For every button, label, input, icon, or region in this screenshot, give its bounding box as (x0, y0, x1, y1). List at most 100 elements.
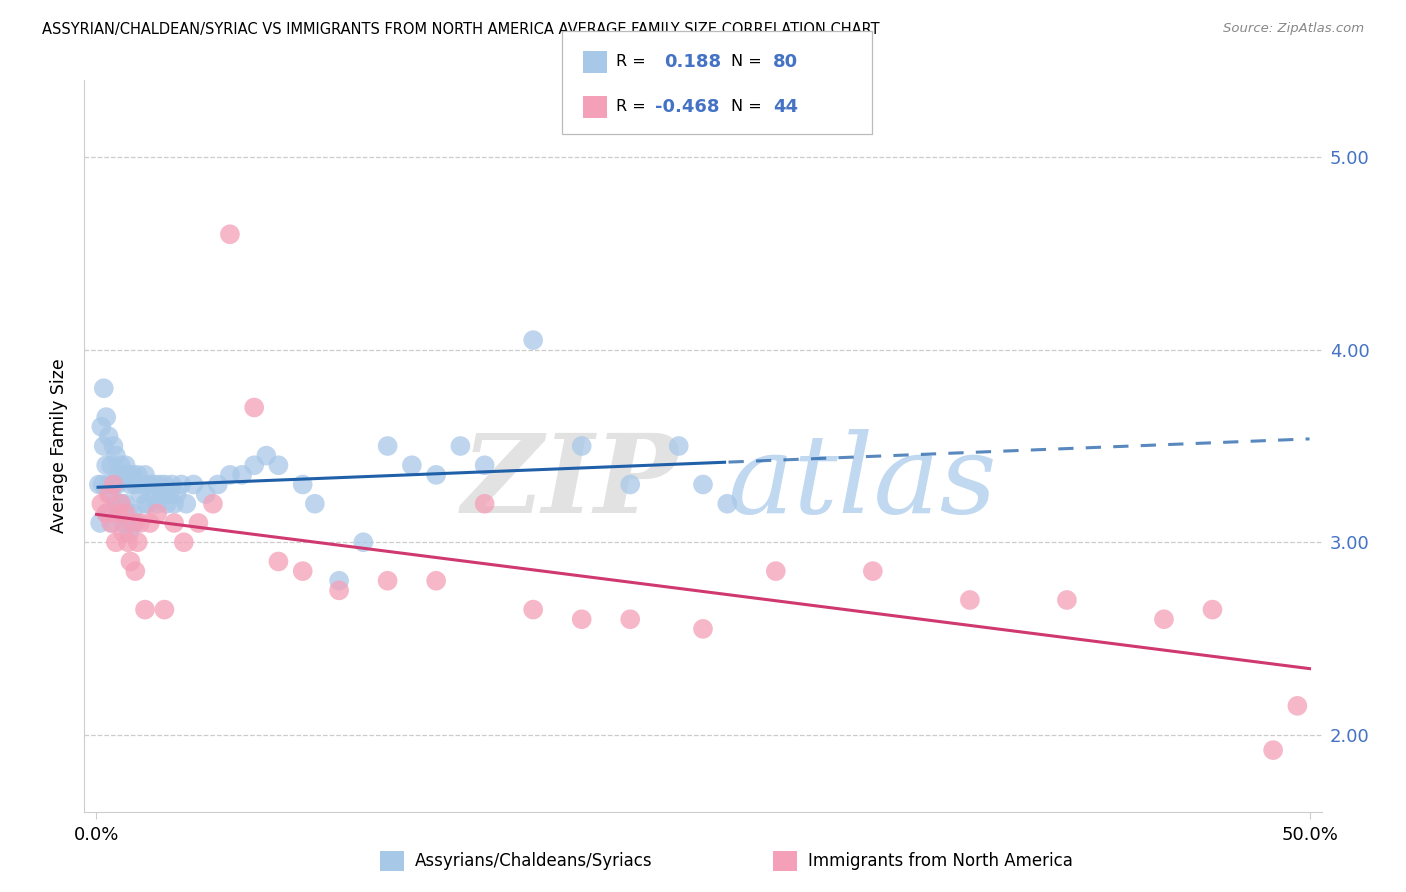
Point (110, 497, 132, 511)
Point (114, 497, 136, 511)
Point (170, 477, 193, 491)
Point (668, 439, 690, 453)
Point (163, 516, 186, 530)
Point (93, 381, 115, 395)
Point (1056, 593, 1078, 607)
Point (127, 535, 149, 549)
Point (97, 477, 120, 491)
Point (425, 467, 447, 482)
Point (96, 507, 118, 521)
Point (114, 507, 136, 521)
Point (1286, 698, 1309, 713)
Text: ASSYRIAN/CHALDEAN/SYRIAC VS IMMIGRANTS FROM NORTH AMERICA AVERAGE FAMILY SIZE CO: ASSYRIAN/CHALDEAN/SYRIAC VS IMMIGRANTS F… (42, 22, 880, 37)
Text: ZIP: ZIP (461, 429, 678, 536)
Point (120, 477, 142, 491)
Point (163, 497, 186, 511)
Point (352, 535, 374, 549)
Point (143, 477, 166, 491)
Point (1153, 612, 1175, 626)
Point (377, 439, 399, 453)
Point (146, 497, 169, 511)
Point (141, 487, 163, 501)
Point (474, 497, 496, 511)
Point (959, 593, 981, 607)
Point (90, 419, 112, 434)
Point (571, 439, 593, 453)
Text: 0.188: 0.188 (664, 53, 721, 70)
Point (117, 507, 139, 521)
Point (112, 467, 135, 482)
Point (474, 458, 496, 473)
Point (183, 477, 205, 491)
Point (114, 458, 136, 473)
Point (267, 458, 290, 473)
Point (401, 458, 423, 473)
Point (122, 467, 145, 482)
Point (449, 439, 471, 453)
Point (207, 477, 229, 491)
Point (243, 401, 266, 415)
Point (100, 516, 122, 530)
Point (97, 429, 120, 443)
Point (254, 449, 277, 463)
Point (104, 535, 127, 549)
Point (90, 497, 112, 511)
Point (110, 458, 132, 473)
Text: R =: R = (616, 99, 645, 114)
Point (231, 467, 253, 482)
Point (148, 477, 170, 491)
Point (118, 525, 141, 540)
Point (127, 467, 149, 482)
Point (134, 467, 156, 482)
Point (96, 458, 118, 473)
Point (122, 507, 145, 521)
Point (377, 574, 399, 588)
Point (146, 507, 169, 521)
Point (522, 333, 544, 347)
Point (291, 477, 314, 491)
Point (112, 525, 135, 540)
Point (134, 602, 156, 616)
Point (120, 516, 142, 530)
Point (166, 487, 188, 501)
Point (91, 477, 114, 491)
Point (187, 516, 209, 530)
Point (692, 622, 714, 636)
Point (129, 516, 152, 530)
Point (153, 602, 176, 616)
Point (153, 477, 176, 491)
Point (117, 467, 139, 482)
Point (104, 449, 127, 463)
Point (107, 507, 129, 521)
Point (174, 497, 197, 511)
Point (157, 487, 180, 501)
Point (619, 477, 641, 491)
Point (103, 477, 125, 491)
Point (124, 477, 146, 491)
Point (1261, 743, 1284, 757)
Text: -0.468: -0.468 (655, 98, 720, 116)
Point (219, 227, 242, 242)
Point (139, 516, 162, 530)
Point (107, 507, 129, 521)
Point (160, 477, 183, 491)
Text: 44: 44 (773, 98, 799, 116)
Point (765, 564, 787, 578)
Point (96, 507, 118, 521)
Point (150, 487, 173, 501)
Point (571, 612, 593, 626)
Point (304, 497, 326, 511)
Point (100, 487, 122, 501)
Text: N =: N = (731, 54, 762, 70)
Point (112, 516, 135, 530)
Point (243, 458, 266, 473)
Point (131, 477, 153, 491)
Point (103, 439, 125, 453)
Point (201, 497, 224, 511)
Point (692, 477, 714, 491)
Text: R =: R = (616, 54, 645, 70)
Point (425, 574, 447, 588)
Point (122, 516, 145, 530)
Point (291, 564, 314, 578)
Point (328, 574, 350, 588)
